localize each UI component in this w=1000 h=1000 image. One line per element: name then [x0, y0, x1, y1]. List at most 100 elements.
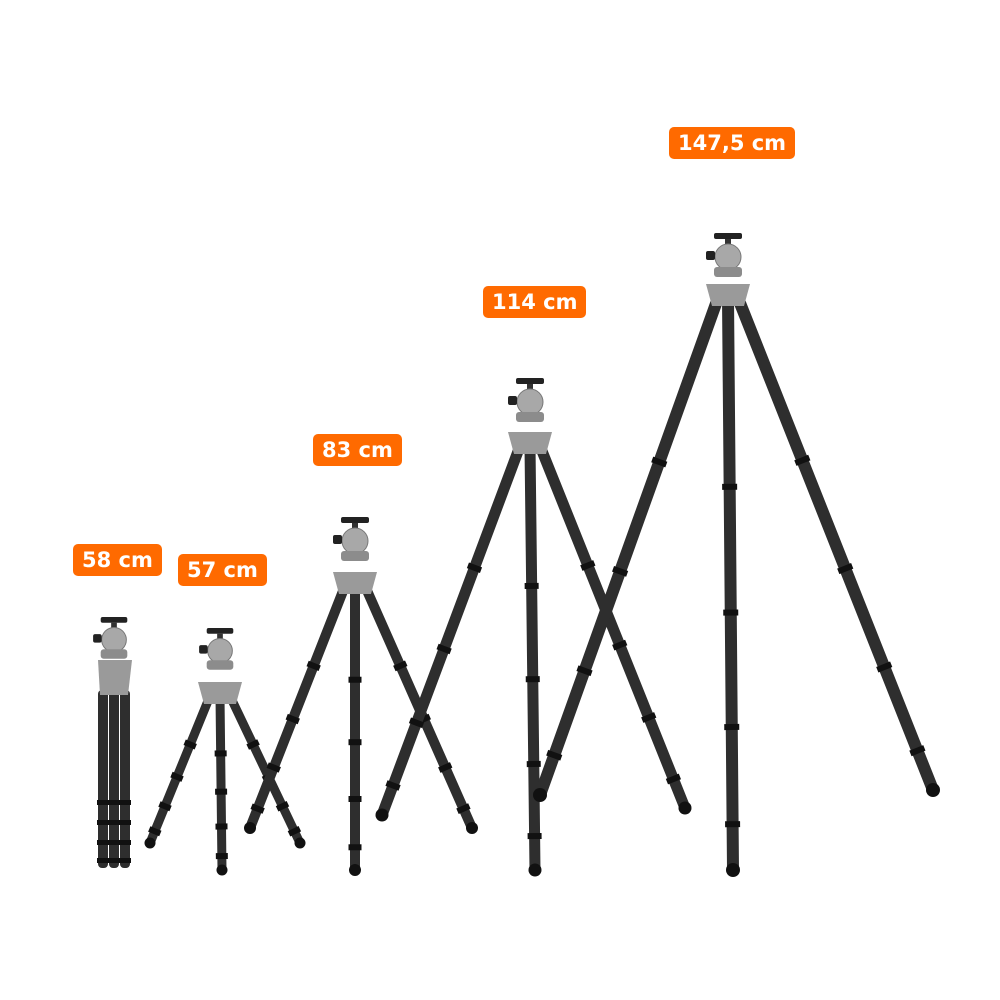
leg-lock-0-3-0	[119, 800, 131, 805]
leg-hub-1	[198, 682, 242, 704]
leg-hub-4	[706, 284, 750, 306]
head-stem-3	[527, 384, 533, 390]
head-base-1	[206, 660, 234, 670]
ball-head-3	[516, 388, 544, 416]
leg-lock-4-2-3	[909, 745, 926, 757]
tripod-leg-3-1	[524, 440, 541, 876]
leg-lock-3-2-0	[580, 560, 596, 571]
leg-foot-2-2	[466, 822, 478, 834]
leg-lock-0-1-2	[97, 840, 109, 845]
tripod-leg-3-2	[534, 440, 691, 814]
ball-head-2	[341, 527, 369, 555]
leg-lock-4-0-0	[651, 456, 668, 468]
leg-lock-2-2-0	[393, 660, 408, 672]
leg-lock-0-3-2	[119, 840, 131, 845]
leg-foot-4-2	[926, 783, 940, 797]
tripod-leg-1-2	[225, 691, 305, 848]
leg-lock-0-3-3	[119, 858, 131, 863]
leg-lock-0-2-3	[108, 858, 120, 863]
height-label-147: 147,5 cm	[669, 127, 796, 159]
tripod-leg-4-1	[722, 292, 739, 876]
height-label-57: 57 cm	[178, 554, 267, 586]
head-stem-1	[217, 633, 223, 640]
leg-foot-3-1	[528, 863, 542, 877]
quick-release-plate-1	[206, 628, 234, 634]
leg-foot-4-0	[533, 788, 547, 802]
leg-lock-2-2-2	[438, 762, 453, 773]
leg-foot-1-2	[294, 837, 306, 849]
head-knob-3	[508, 396, 517, 405]
leg-foot-2-1	[349, 864, 361, 876]
height-label-83: 83 cm	[313, 434, 402, 466]
leg-lock-3-2-1	[612, 639, 628, 651]
leg-lock-2-0-2	[266, 762, 281, 773]
quick-release-plate-2	[341, 517, 369, 523]
leg-foot-2-0	[244, 822, 256, 834]
head-knob-0	[93, 634, 102, 643]
leg-lock-1-2-3	[287, 825, 302, 837]
quick-release-plate-3	[516, 378, 544, 384]
tripod-leg-1-0	[145, 691, 215, 848]
leg-foot-3-0	[375, 808, 389, 822]
leg-hub-0	[98, 660, 132, 695]
head-base-0	[100, 649, 128, 659]
leg-lock-0-2-1	[108, 820, 120, 825]
height-label-114: 114 cm	[483, 286, 587, 318]
leg-lock-3-0-0	[466, 562, 483, 574]
leg-foot-4-1	[726, 863, 740, 877]
head-base-3	[516, 412, 544, 422]
tripod-leg-1-1	[215, 691, 227, 875]
head-knob-1	[199, 645, 208, 654]
ball-head-4	[714, 243, 742, 271]
leg-lock-1-0-3	[148, 826, 162, 837]
leg-lock-0-1-3	[97, 858, 109, 863]
head-stem-2	[352, 523, 358, 529]
tripod-leg-3-0	[376, 440, 526, 821]
ball-head-1	[207, 637, 233, 664]
head-knob-4	[706, 251, 715, 260]
head-stem-4	[725, 239, 731, 245]
leg-lock-1-0-1	[170, 771, 184, 782]
tripod-leg-4-2	[732, 292, 939, 796]
head-base-4	[714, 267, 742, 277]
leg-lock-4-0-3	[546, 749, 563, 761]
leg-lock-4-2-0	[794, 454, 811, 466]
leg-lock-2-0-1	[285, 713, 300, 725]
leg-hub-2	[333, 572, 377, 594]
leg-lock-0-2-0	[108, 800, 120, 805]
leg-lock-0-3-1	[119, 820, 131, 825]
leg-lock-3-0-3	[385, 780, 401, 791]
leg-hub-3	[508, 432, 552, 454]
head-stem-0	[111, 622, 117, 629]
height-label-folded: 58 cm	[73, 544, 162, 576]
leg-lock-3-0-2	[408, 717, 425, 729]
tripod-leg-4-0	[534, 292, 724, 801]
leg-lock-1-2-2	[275, 800, 290, 812]
quick-release-plate-4	[714, 233, 742, 239]
head-base-2	[341, 551, 369, 561]
leg-lock-3-0-1	[436, 643, 452, 655]
leg-lock-4-0-2	[576, 665, 593, 677]
leg-lock-2-0-3	[250, 803, 265, 814]
ball-head-0	[101, 626, 127, 653]
head-knob-2	[333, 535, 342, 544]
leg-lock-1-2-0	[246, 739, 260, 750]
leg-lock-1-0-2	[158, 801, 172, 812]
leg-lock-4-2-2	[876, 661, 893, 673]
leg-lock-0-1-0	[97, 800, 109, 805]
leg-lock-4-0-1	[612, 565, 629, 577]
quick-release-plate-0	[100, 617, 128, 623]
leg-lock-1-0-0	[183, 739, 197, 750]
leg-lock-2-0-0	[306, 660, 321, 672]
leg-foot-3-2	[678, 801, 692, 815]
leg-lock-0-1-1	[97, 820, 109, 825]
leg-foot-1-0	[144, 837, 156, 849]
leg-lock-3-2-3	[665, 773, 682, 785]
leg-lock-2-2-3	[456, 803, 471, 815]
leg-lock-0-2-2	[108, 840, 120, 845]
leg-lock-3-2-2	[641, 712, 657, 723]
leg-foot-1-1	[216, 864, 228, 876]
leg-lock-4-2-1	[837, 563, 854, 575]
